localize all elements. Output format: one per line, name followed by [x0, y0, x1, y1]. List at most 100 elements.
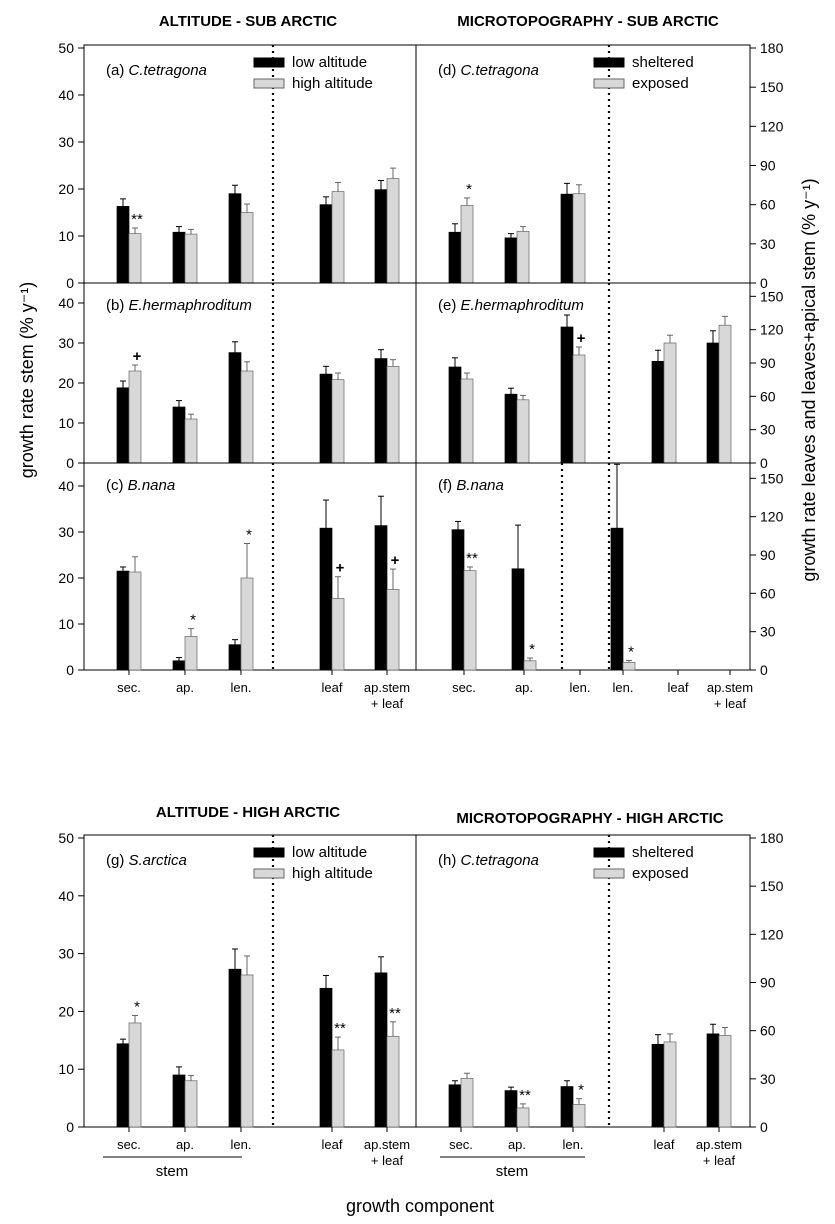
y-tick-label-left: 0 — [66, 662, 74, 678]
legend-swatch — [253, 847, 285, 858]
bar-series-a — [560, 1086, 574, 1128]
panel-species: C.tetragona — [461, 62, 539, 79]
bar-series-b — [128, 233, 142, 284]
significance-marker: * — [134, 998, 140, 1015]
bar-series-a — [504, 393, 518, 464]
bar-series-b — [184, 1080, 198, 1128]
significance-marker: * — [529, 641, 535, 658]
stem-group-label-left: stem — [156, 1163, 189, 1180]
bar-series-b — [622, 661, 636, 671]
panel-letter: (b) — [106, 297, 129, 314]
category-label: leaf — [668, 680, 689, 695]
significance-marker: + — [391, 552, 400, 569]
category-label: ap.stem — [364, 1137, 410, 1152]
bar-series-a — [374, 358, 388, 464]
y-tick-label-left: 30 — [58, 134, 74, 150]
y-tick-label-left: 40 — [58, 478, 74, 494]
bar-series-a — [560, 193, 574, 284]
category-label: ap. — [176, 680, 194, 695]
bar-series-b — [572, 193, 586, 284]
bar-series-a — [374, 189, 388, 284]
significance-marker: ** — [389, 1005, 401, 1022]
bar-series-a — [116, 1043, 130, 1128]
bar-series-a — [651, 360, 665, 464]
y-tick-label-left: 10 — [58, 415, 74, 431]
category-label: leaf — [654, 1137, 675, 1152]
static-layer: ALTITUDE - SUB ARCTIC MICROTOPOGRAPHY - … — [17, 13, 819, 1216]
legend-swatch — [593, 847, 625, 858]
panel-species: C.tetragona — [461, 852, 539, 869]
category-label-line2: + leaf — [714, 696, 747, 711]
bar-series-b — [460, 1078, 474, 1128]
y-tick-label-right: 0 — [760, 1119, 768, 1135]
significance-marker: ** — [519, 1087, 531, 1104]
panel-label: (g) S.arctica — [106, 852, 187, 869]
category-label: len. — [231, 680, 252, 695]
legend-swatch — [593, 78, 625, 89]
y-tick-label-left: 40 — [58, 888, 74, 904]
plot-frame — [83, 834, 751, 1128]
category-label: ap.stem — [707, 680, 753, 695]
bar-series-b — [663, 342, 677, 464]
bar-series-a — [228, 644, 242, 671]
panel-species: B.nana — [456, 477, 504, 494]
y-axis-label-left: growth rate stem (% y⁻¹) — [17, 282, 37, 479]
category-label: ap. — [515, 680, 533, 695]
bar-series-b — [184, 636, 198, 671]
y-tick-label-left: 20 — [58, 181, 74, 197]
category-label: ap.stem — [364, 680, 410, 695]
bar-series-a — [448, 1084, 462, 1128]
bar-series-a — [319, 527, 333, 671]
bar-series-b — [331, 598, 345, 671]
category-label: ap. — [176, 1137, 194, 1152]
category-label: sec. — [117, 1137, 141, 1152]
y-tick-label-left: 0 — [66, 275, 74, 291]
panel-letter: (e) — [438, 297, 461, 314]
panel-label: (a) C.tetragona — [106, 62, 207, 79]
y-tick-label-left: 30 — [58, 524, 74, 540]
bar-series-b — [128, 571, 142, 671]
category-label: sec. — [117, 680, 141, 695]
y-tick-label-right: 150 — [760, 79, 784, 95]
y-tick-label-right: 30 — [760, 236, 776, 252]
stem-group-label-right: stem — [496, 1163, 529, 1180]
panel-species: S.arctica — [129, 852, 187, 869]
y-tick-label-right: 90 — [760, 547, 776, 563]
panel-species: E.hermaphroditum — [461, 297, 584, 314]
significance-marker: * — [466, 181, 472, 198]
title-altitude-sub-arctic: ALTITUDE - SUB ARCTIC — [159, 13, 337, 30]
y-tick-label-left: 10 — [58, 616, 74, 632]
bar-series-b — [331, 379, 345, 464]
y-tick-label-right: 180 — [760, 830, 784, 846]
legend-label: exposed — [632, 75, 689, 92]
y-tick-label-left: 10 — [58, 228, 74, 244]
panel-label: (d) C.tetragona — [438, 62, 539, 79]
category-label: len. — [563, 1137, 584, 1152]
significance-marker: * — [190, 612, 196, 629]
panel-label: (h) C.tetragona — [438, 852, 539, 869]
legend-swatch — [253, 78, 285, 89]
significance-marker: + — [336, 560, 345, 577]
y-tick-label-left: 50 — [58, 830, 74, 846]
bar-series-a — [116, 206, 130, 284]
panel-letter: (c) — [106, 477, 128, 494]
bar-series-b — [516, 1107, 530, 1128]
y-tick-label-right: 0 — [760, 455, 768, 471]
panel-species: B.nana — [128, 477, 176, 494]
y-tick-label-right: 30 — [760, 422, 776, 438]
significance-marker: * — [628, 643, 634, 660]
y-tick-label-right: 60 — [760, 197, 776, 213]
category-label: ap.stem — [696, 1137, 742, 1152]
y-tick-label-right: 90 — [760, 158, 776, 174]
y-tick-label-right: 60 — [760, 388, 776, 404]
bar-series-b — [516, 399, 530, 464]
bar-series-a — [116, 387, 130, 464]
bar-series-b — [128, 1022, 142, 1128]
y-tick-label-left: 0 — [66, 1119, 74, 1135]
significance-marker: ** — [466, 550, 478, 567]
y-tick-label-right: 120 — [760, 509, 784, 525]
bar-series-a — [448, 366, 462, 464]
legend-label: sheltered — [632, 844, 694, 861]
significance-marker: * — [246, 527, 252, 544]
